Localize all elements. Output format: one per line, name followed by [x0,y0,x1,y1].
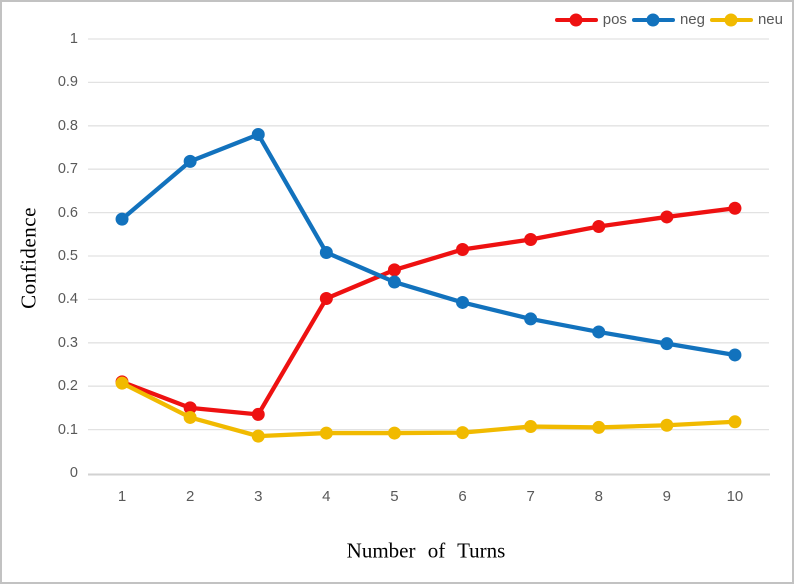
legend-item-pos: pos [554,11,627,29]
y-tick-label: 0.2 [57,378,78,395]
y-tick-label: 0.5 [57,248,78,264]
series-neu-marker [524,420,538,434]
series-pos [115,201,742,421]
series-neg-marker [456,295,470,309]
series-neu-line [119,381,738,439]
series-neu-marker [456,426,470,440]
series-neu-marker [251,429,265,443]
series-pos-marker [728,201,742,215]
y-tick-label: 0.6 [57,204,78,221]
series-pos-marker [660,210,674,224]
series-pos-line [119,206,738,417]
series-neg-marker [115,212,129,226]
series-neu-marker [660,418,674,432]
series-neu-marker [387,426,401,440]
series-neg-marker [592,325,606,339]
legend-line-marker-swatch-pos [554,13,598,27]
series-neu-marker [115,376,129,390]
x-tick-label: 3 [254,488,263,505]
series-pos-marker [183,401,197,415]
series-neu-marker [183,410,197,424]
legend-label-neg: neg [679,11,705,28]
x-tick-label: 9 [662,488,672,505]
series-neg-marker [183,154,197,168]
y-tick-label: 0.7 [57,161,78,178]
series-neg-marker [728,348,742,362]
series-neg-marker [660,337,674,351]
series-pos-marker [456,242,470,256]
series-neg-line [119,132,738,358]
legend-line-marker-swatch-neu [709,13,753,27]
series-pos-marker [319,292,333,306]
x-tick-label: 8 [594,488,603,505]
legend-dot-pos [569,13,583,27]
x-tick-label: 5 [390,488,399,505]
legend-dot-neg [646,13,660,27]
series-pos-marker [251,407,265,421]
y-tick-label: 0.9 [57,74,78,91]
series-neu-marker [592,420,606,434]
y-tick-label: 0.8 [57,117,78,134]
series-neg [115,127,742,362]
series-pos-marker [592,219,606,233]
series-neg-marker [524,312,538,326]
y-tick-label: 0.3 [57,334,78,351]
x-tick-label: 10 [726,488,744,505]
series-neg-marker [319,246,333,260]
series-neu-marker [319,426,333,440]
series-neu-marker [728,415,742,429]
series-neg-marker [251,127,265,141]
legend-dot-neu [724,13,738,27]
legend-item-neg: neg [631,11,705,29]
y-tick-label: 0 [69,465,78,481]
legend: pos neg neu [554,11,783,29]
legend-line-marker-swatch-neg [631,13,675,27]
legend-item-neu: neu [709,11,783,29]
y-tick-label: 0.1 [57,421,78,438]
y-tick-label: 1 [69,31,78,47]
legend-label-neu: neu [757,11,783,28]
series-neg-marker [387,275,401,289]
series-pos-marker [524,233,538,247]
y-tick-label: 0.4 [57,291,78,308]
x-tick-label: 1 [117,488,127,505]
x-tick-label: 4 [322,488,331,505]
x-tick-label: 2 [185,488,195,505]
legend-label-pos: pos [602,11,627,28]
x-tick-label: 6 [458,488,467,505]
series-neu [115,376,742,443]
series-pos-marker [387,263,401,277]
x-axis-title: Number of Turns [346,538,506,563]
gridlines [88,38,769,431]
x-tick-label: 7 [526,488,535,505]
